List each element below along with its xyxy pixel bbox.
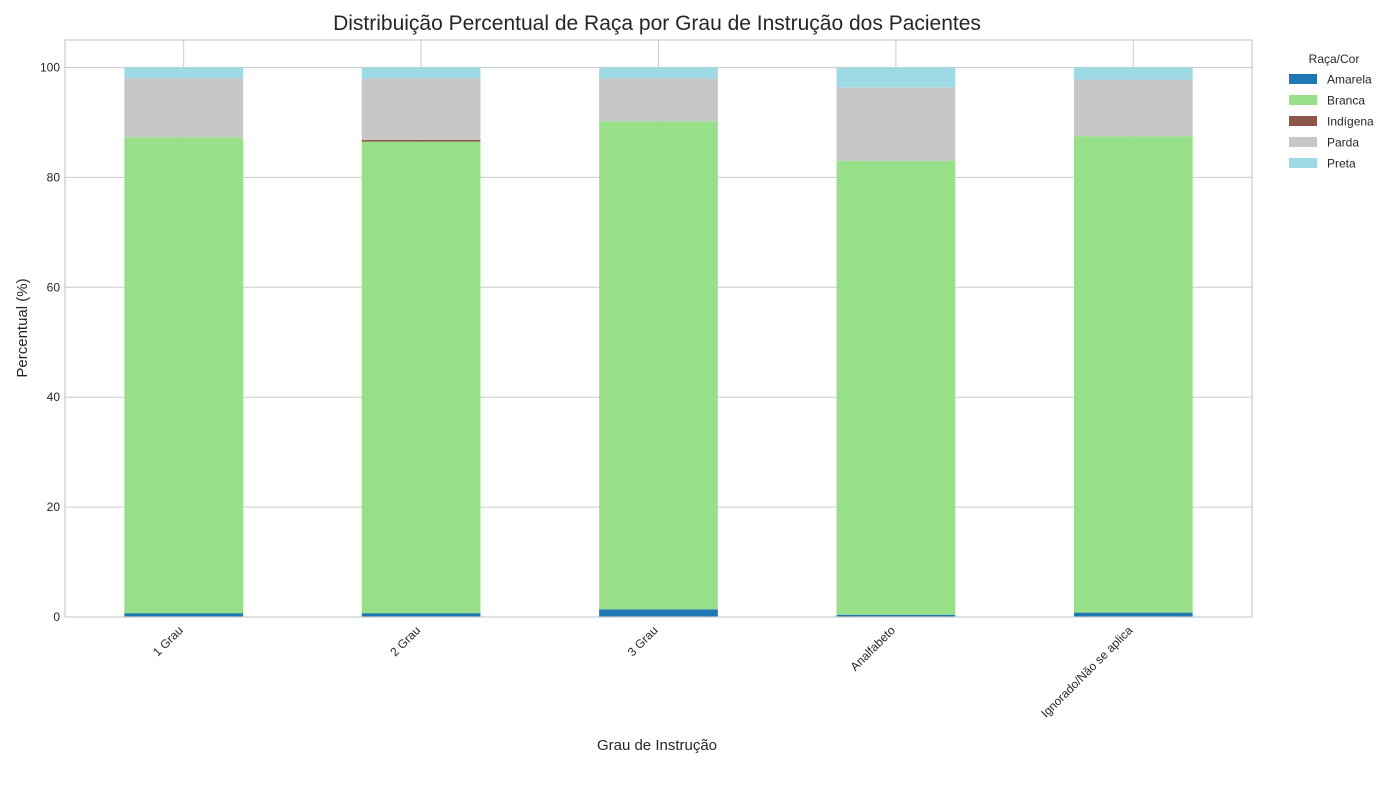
legend-swatch xyxy=(1289,116,1317,126)
y-tick-label: 0 xyxy=(53,610,60,624)
legend: Amarela Branca Indígena Parda Preta xyxy=(1289,73,1374,171)
bar-segment xyxy=(361,613,481,617)
bar-segment xyxy=(836,67,956,88)
bar-segment xyxy=(1073,79,1193,137)
legend-label: Branca xyxy=(1327,94,1365,108)
bar-segment xyxy=(361,78,481,141)
legend-swatch xyxy=(1289,74,1317,84)
bar-segment xyxy=(599,609,718,617)
bar-segment xyxy=(599,67,718,79)
bars xyxy=(124,67,1193,617)
bar-segment xyxy=(124,613,244,617)
x-tick-label: 1 Grau xyxy=(150,623,186,659)
bar-segment xyxy=(599,121,718,610)
legend-swatch xyxy=(1289,95,1317,105)
y-axis-label: Percentual (%) xyxy=(14,278,31,377)
bar-segment xyxy=(836,87,956,161)
legend-swatch xyxy=(1289,137,1317,147)
bar-segment xyxy=(124,67,244,79)
bar-segment xyxy=(124,78,244,138)
bar-segment xyxy=(1073,136,1193,613)
legend-label: Parda xyxy=(1327,136,1359,150)
y-tick-label: 60 xyxy=(47,280,61,294)
x-axis-label: Grau de Instrução xyxy=(597,737,717,754)
plot-frame xyxy=(64,39,1253,618)
y-tick-label: 80 xyxy=(47,170,61,184)
x-tick-label: Analfabeto xyxy=(848,623,899,674)
legend-label: Preta xyxy=(1327,157,1356,171)
chart-title: Distribuição Percentual de Raça por Grau… xyxy=(333,12,981,35)
bar-segment xyxy=(1073,612,1193,617)
bar-segment xyxy=(361,140,481,142)
bar-segment xyxy=(124,137,244,614)
bar-segment xyxy=(836,160,956,615)
bar-segment xyxy=(1073,67,1193,80)
x-tick-label: 2 Grau xyxy=(387,623,423,659)
legend-label: Amarela xyxy=(1327,73,1372,87)
bar-segment xyxy=(361,141,481,614)
bar-segment xyxy=(361,67,481,79)
x-tick-label: Ignorado/Não se aplica xyxy=(1038,623,1135,720)
bar-segment xyxy=(599,78,718,122)
legend-label: Indígena xyxy=(1327,115,1374,129)
y-tick-label: 100 xyxy=(40,60,60,74)
x-tick-label: 3 Grau xyxy=(625,623,661,659)
legend-title: Raça/Cor xyxy=(1309,52,1360,66)
bar-segment xyxy=(836,614,956,617)
legend-swatch xyxy=(1289,158,1317,168)
y-tick-label: 40 xyxy=(47,390,61,404)
y-tick-label: 20 xyxy=(47,500,61,514)
